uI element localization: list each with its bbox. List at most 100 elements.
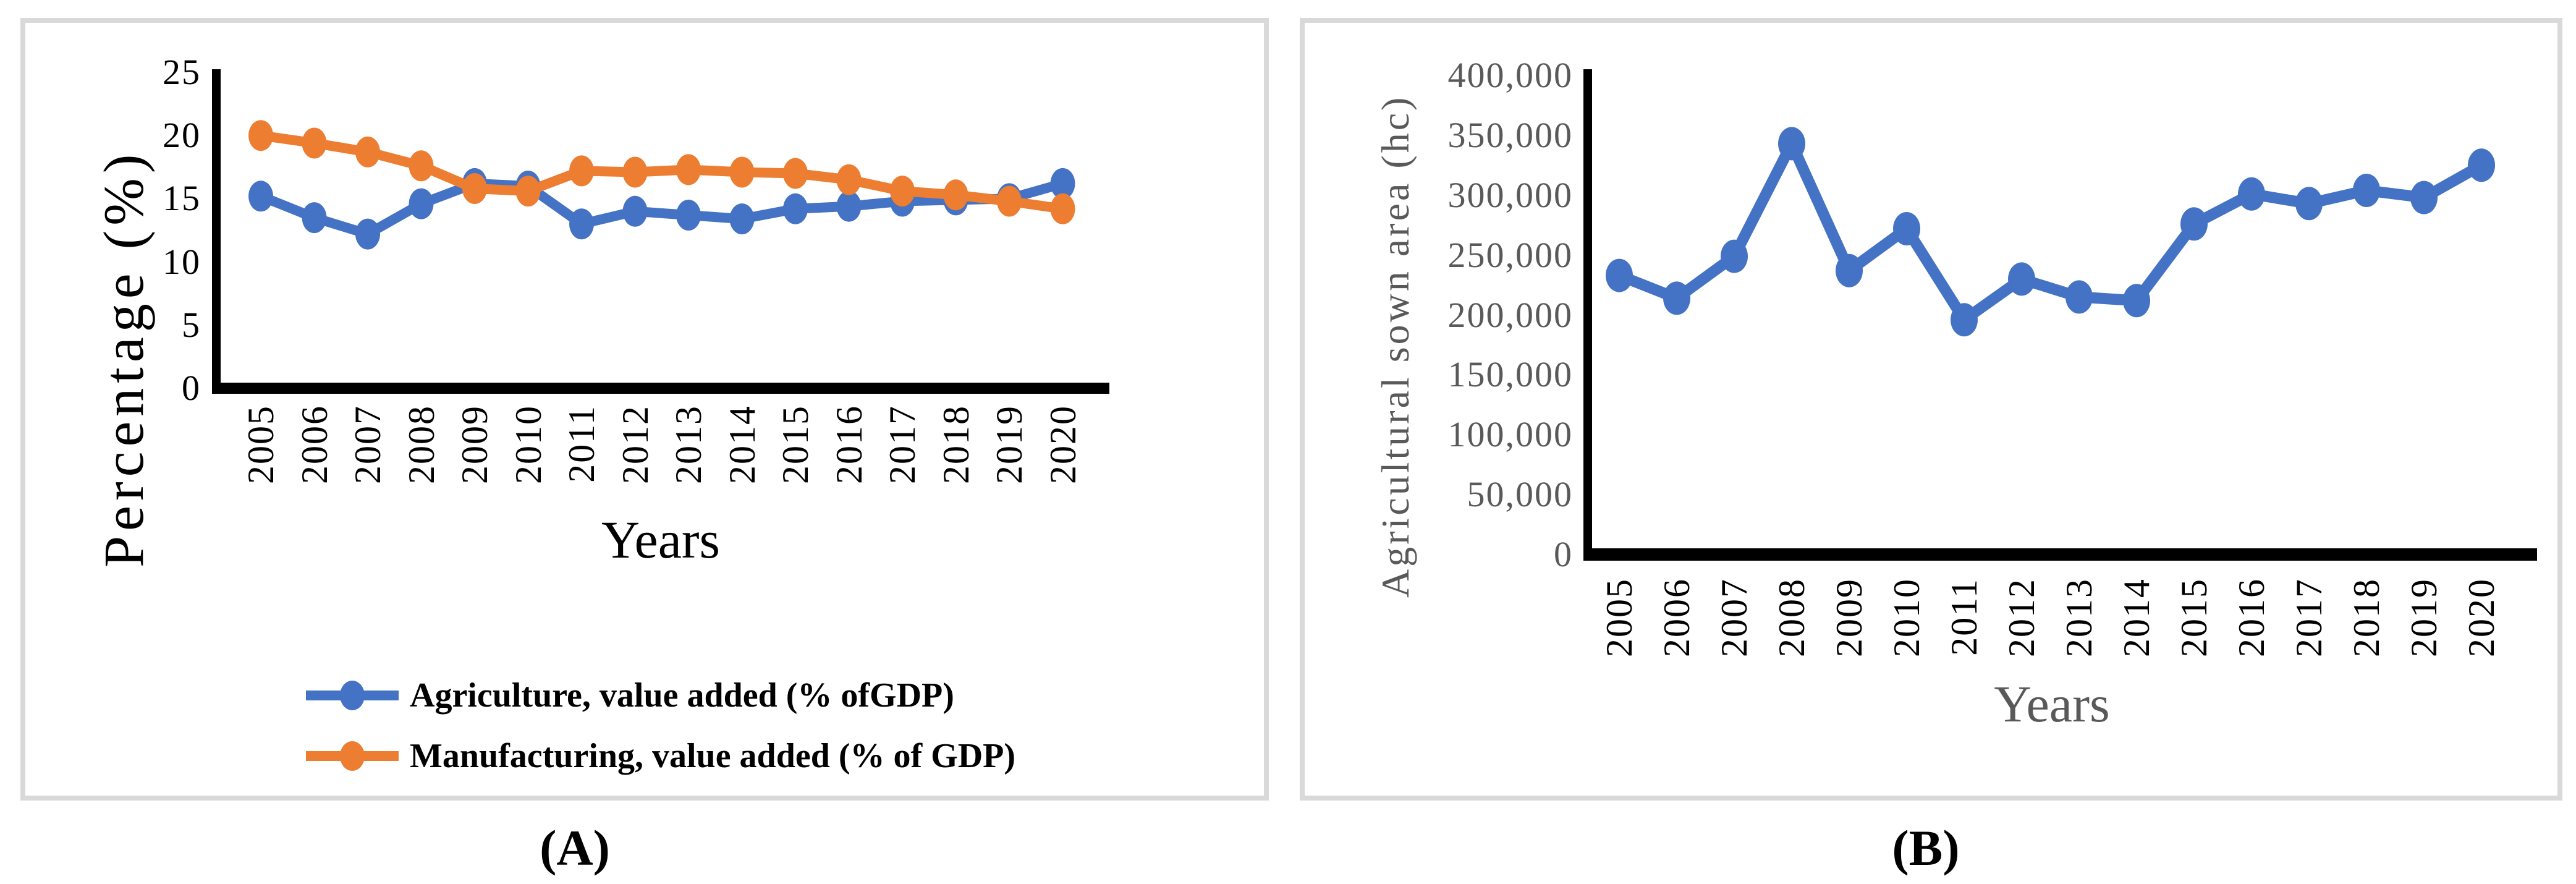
data-point-marker — [890, 176, 915, 207]
x-tick-label: 2015 — [775, 405, 816, 484]
y-tick-label: 20 — [163, 115, 201, 156]
data-point-marker — [836, 190, 862, 222]
y-tick-label: 15 — [163, 178, 201, 219]
x-tick-label: 2009 — [1829, 578, 1870, 657]
panel-a-x-axis-line — [212, 383, 1109, 394]
x-tick-label: 2018 — [935, 405, 977, 484]
x-tick-label: 2006 — [1656, 578, 1697, 657]
data-point-marker — [1606, 258, 1633, 292]
data-point-marker — [2410, 181, 2438, 215]
data-point-marker — [1836, 253, 1863, 287]
x-tick-label: 2015 — [2174, 578, 2214, 657]
agriculture-legend-marker-icon — [306, 674, 399, 717]
data-point-marker — [355, 136, 380, 168]
x-tick-label: 2011 — [1944, 578, 1985, 656]
data-point-marker — [1778, 127, 1805, 161]
y-tick-label: 50,000 — [1467, 474, 1573, 515]
y-tick-label: 250,000 — [1447, 234, 1573, 275]
x-tick-label: 2013 — [2059, 578, 2099, 657]
panel-a-y-axis-line — [212, 69, 221, 394]
data-point-marker — [409, 188, 434, 219]
y-tick-label: 0 — [1554, 534, 1573, 574]
data-point-marker — [622, 195, 648, 227]
data-point-marker — [569, 208, 594, 240]
panel-a-y-axis-title: Percentage (%) — [92, 149, 155, 568]
agriculture-series-line — [256, 178, 1068, 239]
data-point-marker — [302, 202, 327, 234]
data-point-marker — [997, 185, 1022, 217]
x-tick-label: 2012 — [2001, 578, 2042, 657]
x-tick-label: 2006 — [294, 405, 335, 484]
data-point-marker — [1721, 239, 1748, 273]
data-point-marker — [2238, 177, 2265, 211]
x-tick-label: 2013 — [668, 405, 709, 484]
x-tick-label: 2017 — [882, 405, 923, 484]
agriculture-legend-label: Agriculture, value added (% ofGDP) — [410, 676, 954, 715]
panel-a-frame — [20, 18, 1269, 801]
data-point-marker — [783, 158, 808, 189]
x-tick-label: 2019 — [2404, 578, 2444, 657]
data-point-marker — [1663, 281, 1690, 315]
x-tick-label: 2020 — [2461, 578, 2502, 657]
y-tick-label: 400,000 — [1447, 55, 1573, 95]
data-point-marker — [676, 200, 701, 231]
panel-a-caption: (A) — [540, 820, 610, 876]
x-tick-label: 2008 — [1771, 578, 1812, 657]
panel-b-x-axis-line — [1583, 548, 2537, 561]
x-tick-label: 2008 — [400, 405, 442, 484]
data-point-marker — [2180, 207, 2208, 241]
data-point-marker — [515, 176, 541, 207]
data-point-marker — [462, 173, 487, 204]
data-point-marker — [1050, 193, 1075, 224]
y-tick-label: 350,000 — [1447, 114, 1573, 155]
panel-b-x-axis-title: Years — [1994, 676, 2110, 733]
x-tick-label: 2019 — [989, 405, 1030, 484]
x-tick-label: 2016 — [828, 405, 870, 484]
x-tick-label: 2007 — [347, 405, 388, 484]
sown-area-series-line — [1614, 138, 2487, 326]
data-point-marker — [302, 127, 327, 159]
y-tick-label: 100,000 — [1447, 414, 1573, 455]
y-tick-label: 0 — [182, 368, 201, 408]
x-tick-label: 2005 — [240, 405, 281, 484]
x-tick-label: 2017 — [2289, 578, 2329, 657]
data-point-marker — [2123, 284, 2150, 318]
y-tick-label: 10 — [163, 241, 201, 282]
data-point-marker — [783, 193, 808, 224]
y-tick-label: 300,000 — [1447, 174, 1573, 215]
y-tick-label: 150,000 — [1447, 354, 1573, 395]
data-point-marker — [355, 218, 380, 250]
x-tick-label: 2010 — [507, 405, 549, 484]
data-point-marker — [248, 181, 273, 212]
data-point-marker — [248, 120, 273, 151]
sown-area-series-markers — [1606, 127, 2495, 337]
y-tick-label: 25 — [163, 52, 201, 92]
data-point-marker — [836, 164, 862, 195]
data-point-marker — [2008, 262, 2035, 296]
panel-b-caption: (B) — [1892, 820, 1960, 876]
data-point-marker — [729, 203, 755, 235]
manufacturing-legend-label: Manufacturing, value added (% of GDP) — [410, 737, 1015, 775]
data-point-marker — [1951, 303, 1978, 337]
x-tick-label: 2018 — [2346, 578, 2387, 657]
x-tick-label: 2009 — [454, 405, 495, 484]
data-point-marker — [622, 156, 648, 188]
data-point-marker — [943, 179, 968, 211]
panel-b-frame — [1300, 18, 2562, 801]
y-tick-label: 200,000 — [1447, 294, 1573, 335]
data-point-marker — [569, 155, 594, 187]
manufacturing-legend-marker-icon — [306, 734, 399, 778]
data-point-marker — [1050, 168, 1075, 199]
data-point-marker — [676, 154, 701, 185]
panel-a-x-axis-title: Years — [601, 510, 720, 569]
data-point-marker — [2065, 280, 2093, 314]
x-tick-label: 2016 — [2231, 578, 2272, 657]
data-point-marker — [729, 156, 755, 188]
x-tick-label: 2007 — [1714, 578, 1755, 657]
x-tick-label: 2014 — [721, 405, 763, 484]
x-tick-label: 2014 — [2116, 578, 2157, 657]
legend-item-manufacturing: Manufacturing, value added (% of GDP) — [306, 734, 1015, 778]
data-point-marker — [409, 150, 434, 182]
